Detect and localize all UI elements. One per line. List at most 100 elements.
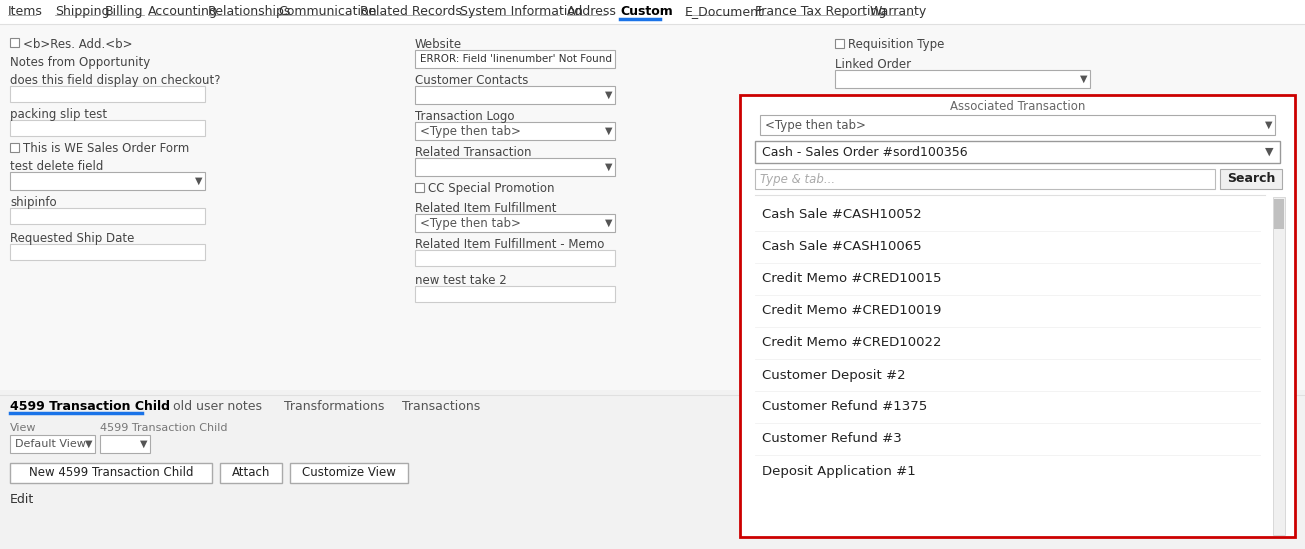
Text: Customer Contacts: Customer Contacts — [415, 74, 529, 87]
Bar — [100, 435, 150, 453]
Bar — [760, 115, 1275, 135]
Text: Credit Memo #CRED10022: Credit Memo #CRED10022 — [762, 337, 941, 350]
Text: Custom: Custom — [620, 5, 673, 18]
Text: ▼: ▼ — [1265, 147, 1274, 157]
Bar — [415, 86, 615, 104]
Text: Linked Order: Linked Order — [835, 58, 911, 71]
Text: Related Item Fulfillment: Related Item Fulfillment — [415, 202, 556, 215]
Text: Credit Memo #CRED10015: Credit Memo #CRED10015 — [762, 272, 941, 285]
Bar — [10, 38, 20, 47]
Bar — [0, 24, 1305, 399]
Text: 4599 Transaction Child: 4599 Transaction Child — [10, 401, 170, 413]
Text: CC Special Promotion: CC Special Promotion — [428, 182, 555, 195]
Text: ▼: ▼ — [606, 90, 612, 100]
Bar — [1272, 197, 1285, 535]
Text: shipinfo: shipinfo — [10, 196, 56, 209]
Text: Search: Search — [1227, 172, 1275, 186]
Bar — [756, 141, 1280, 163]
Text: Requested Ship Date: Requested Ship Date — [10, 232, 134, 245]
Text: Associated Transaction: Associated Transaction — [950, 100, 1086, 114]
Bar — [415, 286, 615, 302]
Text: System Information: System Information — [459, 5, 583, 18]
Text: Credit Memo #CRED10019: Credit Memo #CRED10019 — [762, 305, 941, 317]
Bar — [756, 169, 1215, 189]
Bar — [1274, 199, 1284, 229]
Bar — [10, 86, 205, 102]
Bar — [10, 208, 205, 224]
Text: Items: Items — [8, 5, 43, 18]
Text: Billing: Billing — [104, 5, 144, 18]
Text: Transformations: Transformations — [284, 401, 385, 413]
Bar — [740, 95, 1295, 537]
Text: ▼: ▼ — [1265, 120, 1272, 130]
Text: ▼: ▼ — [1081, 74, 1087, 84]
Text: Default View: Default View — [14, 439, 86, 449]
Text: Type & tab...: Type & tab... — [760, 172, 835, 186]
Text: ▼: ▼ — [85, 439, 93, 449]
Text: packing slip test: packing slip test — [10, 108, 107, 121]
Text: Warranty: Warranty — [870, 5, 928, 18]
Text: Customize View: Customize View — [301, 467, 395, 479]
Bar — [1220, 169, 1282, 189]
Text: <Type then tab>: <Type then tab> — [420, 216, 521, 229]
Text: test delete field: test delete field — [10, 160, 103, 173]
Text: old user notes: old user notes — [174, 401, 262, 413]
Bar — [415, 122, 615, 140]
Text: ▼: ▼ — [606, 126, 612, 136]
Text: Relationships: Relationships — [207, 5, 291, 18]
Bar — [835, 70, 1090, 88]
Bar — [835, 39, 844, 48]
Text: Cash - Sales Order #sord100356: Cash - Sales Order #sord100356 — [762, 145, 967, 159]
Text: Accounting: Accounting — [147, 5, 218, 18]
Text: Related Item Fulfillment - Memo: Related Item Fulfillment - Memo — [415, 238, 604, 251]
Text: Shipping: Shipping — [55, 5, 110, 18]
Text: ERROR: Field 'linenumber' Not Found: ERROR: Field 'linenumber' Not Found — [420, 54, 612, 64]
Text: Transaction Logo: Transaction Logo — [415, 110, 514, 123]
Bar — [415, 183, 424, 192]
Bar — [10, 143, 20, 152]
Text: Customer Refund #1375: Customer Refund #1375 — [762, 401, 928, 413]
Bar — [10, 435, 95, 453]
Text: Deposit Application #1: Deposit Application #1 — [762, 464, 916, 478]
Text: Edit: Edit — [10, 493, 34, 506]
Text: Communication: Communication — [278, 5, 377, 18]
Bar — [10, 244, 205, 260]
Text: Cash Sale #CASH10052: Cash Sale #CASH10052 — [762, 209, 921, 221]
Text: Requisition Type: Requisition Type — [848, 38, 945, 51]
Text: E_Document: E_Document — [685, 5, 763, 18]
Text: Cash Sale #CASH10065: Cash Sale #CASH10065 — [762, 240, 921, 254]
Text: Address: Address — [566, 5, 617, 18]
Text: new test take 2: new test take 2 — [415, 274, 506, 287]
Text: ▼: ▼ — [140, 439, 147, 449]
Text: This is WE Sales Order Form: This is WE Sales Order Form — [23, 142, 189, 155]
Text: does this field display on checkout?: does this field display on checkout? — [10, 74, 221, 87]
Text: 4599 Transaction Child: 4599 Transaction Child — [100, 423, 227, 433]
Text: Notes from Opportunity: Notes from Opportunity — [10, 56, 150, 69]
Text: ▼: ▼ — [606, 162, 612, 172]
Text: Transactions: Transactions — [402, 401, 480, 413]
Text: Customer Deposit #2: Customer Deposit #2 — [762, 368, 906, 382]
Text: <Type then tab>: <Type then tab> — [765, 119, 867, 132]
Text: New 4599 Transaction Child: New 4599 Transaction Child — [29, 467, 193, 479]
Text: Website: Website — [415, 38, 462, 51]
Text: ▼: ▼ — [606, 218, 612, 228]
Bar — [415, 158, 615, 176]
Text: Customer Refund #3: Customer Refund #3 — [762, 433, 902, 445]
Bar — [290, 463, 408, 483]
Bar — [221, 463, 282, 483]
Text: Related Records: Related Records — [360, 5, 462, 18]
Text: Attach: Attach — [232, 467, 270, 479]
Bar — [415, 214, 615, 232]
Bar — [10, 172, 205, 190]
Text: View: View — [10, 423, 37, 433]
Bar — [0, 390, 1305, 549]
Bar — [10, 463, 211, 483]
Bar — [415, 50, 615, 68]
Text: France Tax Reporting: France Tax Reporting — [756, 5, 886, 18]
Text: <b>Res. Add.<b>: <b>Res. Add.<b> — [23, 38, 133, 51]
Bar — [415, 250, 615, 266]
Text: Related Transaction: Related Transaction — [415, 146, 531, 159]
Bar — [10, 120, 205, 136]
Text: ▼: ▼ — [194, 176, 202, 186]
Text: <Type then tab>: <Type then tab> — [420, 125, 521, 137]
